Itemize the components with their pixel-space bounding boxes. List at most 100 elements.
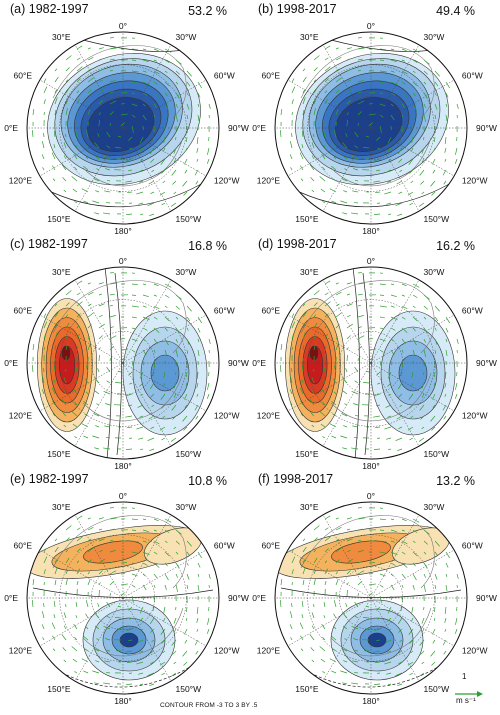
wind-vector	[346, 558, 353, 564]
wind-vector	[335, 579, 339, 586]
wind-vector	[153, 305, 160, 310]
wind-vector	[333, 626, 337, 630]
wind-vector	[412, 584, 415, 590]
wind-vector	[87, 291, 94, 296]
wind-vector	[73, 153, 78, 160]
wind-vector	[301, 144, 304, 149]
wind-vector	[301, 131, 304, 138]
wind-vector	[344, 403, 348, 406]
wind-vector	[355, 179, 359, 182]
wind-vector	[208, 338, 211, 344]
wind-vector	[390, 48, 394, 51]
wind-vector	[302, 110, 305, 116]
wind-vector	[139, 180, 144, 183]
wind-vector	[387, 180, 392, 183]
wind-vector	[43, 556, 48, 564]
wind-vector	[345, 133, 348, 138]
wind-vector	[103, 682, 111, 685]
wind-vector	[120, 348, 128, 351]
wind-vector	[388, 393, 392, 396]
wind-vector	[184, 169, 188, 174]
wind-vector	[302, 311, 307, 318]
wind-vector	[410, 180, 414, 184]
wind-vector	[410, 382, 414, 387]
wind-vector	[131, 584, 136, 588]
wind-vector	[185, 606, 188, 613]
wind-vector	[164, 283, 172, 288]
wind-vector	[379, 283, 387, 286]
wind-vector	[149, 683, 155, 687]
wind-vector	[98, 347, 101, 351]
wind-vector	[455, 382, 458, 390]
polar-map: 0° 30°E 30°W 60°E 60°W 90°E 90°W 120°E 120°W 150°…	[252, 491, 497, 705]
wind-vector	[362, 382, 370, 384]
wind-vector	[164, 92, 168, 97]
wind-vector	[354, 615, 359, 619]
wind-vector	[423, 305, 428, 310]
wind-vector	[87, 56, 94, 61]
wind-vector	[149, 617, 155, 625]
wind-vector	[319, 646, 326, 652]
wind-vector	[153, 294, 157, 297]
wind-vector	[301, 379, 304, 384]
latitude-circle	[339, 96, 403, 160]
wind-vector	[63, 625, 67, 630]
wind-vector	[374, 426, 381, 429]
wind-vector	[185, 382, 188, 386]
longitude-label: 60°E	[14, 306, 33, 316]
wind-vector	[401, 338, 406, 344]
wind-vector	[65, 549, 69, 553]
wind-vector	[53, 379, 56, 384]
wind-vector	[54, 89, 58, 94]
wind-vector	[185, 617, 188, 621]
longitude-label: 30°W	[424, 267, 445, 277]
wind-vector	[412, 551, 418, 557]
wind-vector	[357, 550, 364, 553]
wind-vector	[313, 108, 316, 116]
wind-vector	[409, 437, 414, 441]
wind-vector	[52, 635, 56, 641]
wind-vector	[400, 371, 403, 376]
wind-vector	[387, 371, 392, 379]
wind-vector	[164, 518, 172, 523]
wind-vector	[423, 70, 428, 75]
wind-vector	[401, 48, 407, 52]
wind-vector	[390, 551, 398, 556]
wind-vector	[164, 573, 169, 581]
longitude-label: 180°	[362, 461, 380, 470]
wind-vector	[419, 169, 425, 176]
wind-vector	[98, 528, 102, 531]
wind-vector	[54, 559, 58, 564]
wind-vector	[41, 141, 45, 149]
wind-vector	[109, 282, 117, 285]
wind-vector	[105, 638, 111, 641]
wind-vector	[183, 426, 188, 431]
map-body	[27, 502, 219, 694]
wind-vector	[65, 343, 68, 351]
wind-vector	[94, 142, 100, 149]
wind-vector	[412, 92, 416, 97]
wind-vector	[445, 103, 448, 107]
wind-vector	[412, 70, 416, 74]
wind-vector	[401, 327, 408, 333]
wind-vector	[323, 367, 326, 373]
wind-vector	[147, 437, 155, 441]
meridian-line	[122, 79, 207, 129]
wind-vector	[368, 583, 376, 586]
wind-vector	[41, 154, 45, 160]
wind-vector	[197, 338, 200, 342]
wind-vector	[302, 324, 306, 329]
wind-vector	[299, 622, 304, 630]
wind-vector	[444, 382, 447, 388]
wind-vector	[152, 606, 155, 611]
wind-vector	[32, 109, 35, 116]
wind-vector	[173, 382, 177, 389]
wind-vector	[390, 70, 395, 73]
panel-label: (e) 1982-1997	[10, 472, 89, 486]
wind-vector	[87, 101, 90, 105]
figure-footer: CONTOUR FROM -3 TO 3 BY .5 1 m s⁻¹	[0, 672, 500, 714]
wind-vector	[186, 327, 189, 331]
wind-vector	[43, 321, 48, 329]
wind-vector	[442, 169, 447, 176]
wind-vector	[331, 165, 337, 171]
